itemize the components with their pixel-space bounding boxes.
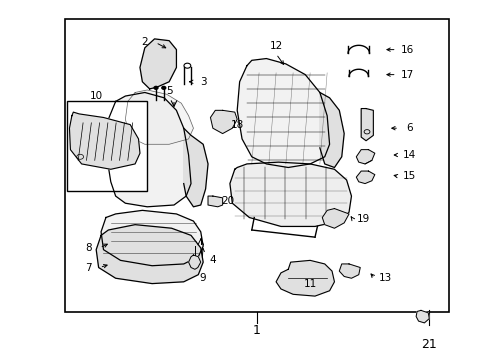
Text: 7: 7 [85,262,92,273]
Text: 2: 2 [141,37,148,48]
Bar [64,19,448,312]
Polygon shape [356,150,374,164]
Circle shape [162,86,165,89]
Circle shape [154,86,158,89]
Polygon shape [140,39,176,89]
Text: 9: 9 [200,273,206,283]
Text: 8: 8 [85,243,92,253]
Polygon shape [125,90,193,144]
Text: 10: 10 [89,91,102,101]
Polygon shape [210,111,237,134]
Polygon shape [361,109,372,141]
Text: 12: 12 [269,41,282,51]
Polygon shape [276,260,334,296]
Text: 19: 19 [356,214,369,224]
Polygon shape [69,112,140,169]
Text: 18: 18 [230,120,244,130]
Polygon shape [322,208,348,228]
Polygon shape [339,264,360,278]
Text: 21: 21 [421,338,436,351]
Text: 16: 16 [400,45,413,55]
Text: 13: 13 [378,273,391,283]
Polygon shape [207,196,222,207]
Text: 14: 14 [403,150,416,160]
Polygon shape [183,128,207,207]
Polygon shape [101,210,203,266]
Text: 20: 20 [221,197,234,206]
Bar [67,102,147,191]
Polygon shape [356,171,374,184]
Polygon shape [415,310,428,323]
Polygon shape [229,162,351,226]
Text: 3: 3 [200,77,206,87]
Polygon shape [237,59,329,167]
Text: 6: 6 [406,123,412,133]
Text: 4: 4 [209,255,216,265]
Text: 5: 5 [165,86,172,96]
Polygon shape [106,93,191,207]
Text: 17: 17 [400,69,413,80]
Polygon shape [188,255,201,269]
Text: 1: 1 [252,324,260,337]
Text: 15: 15 [403,171,416,181]
Polygon shape [319,93,344,167]
Text: 11: 11 [303,279,316,289]
Polygon shape [96,225,203,284]
